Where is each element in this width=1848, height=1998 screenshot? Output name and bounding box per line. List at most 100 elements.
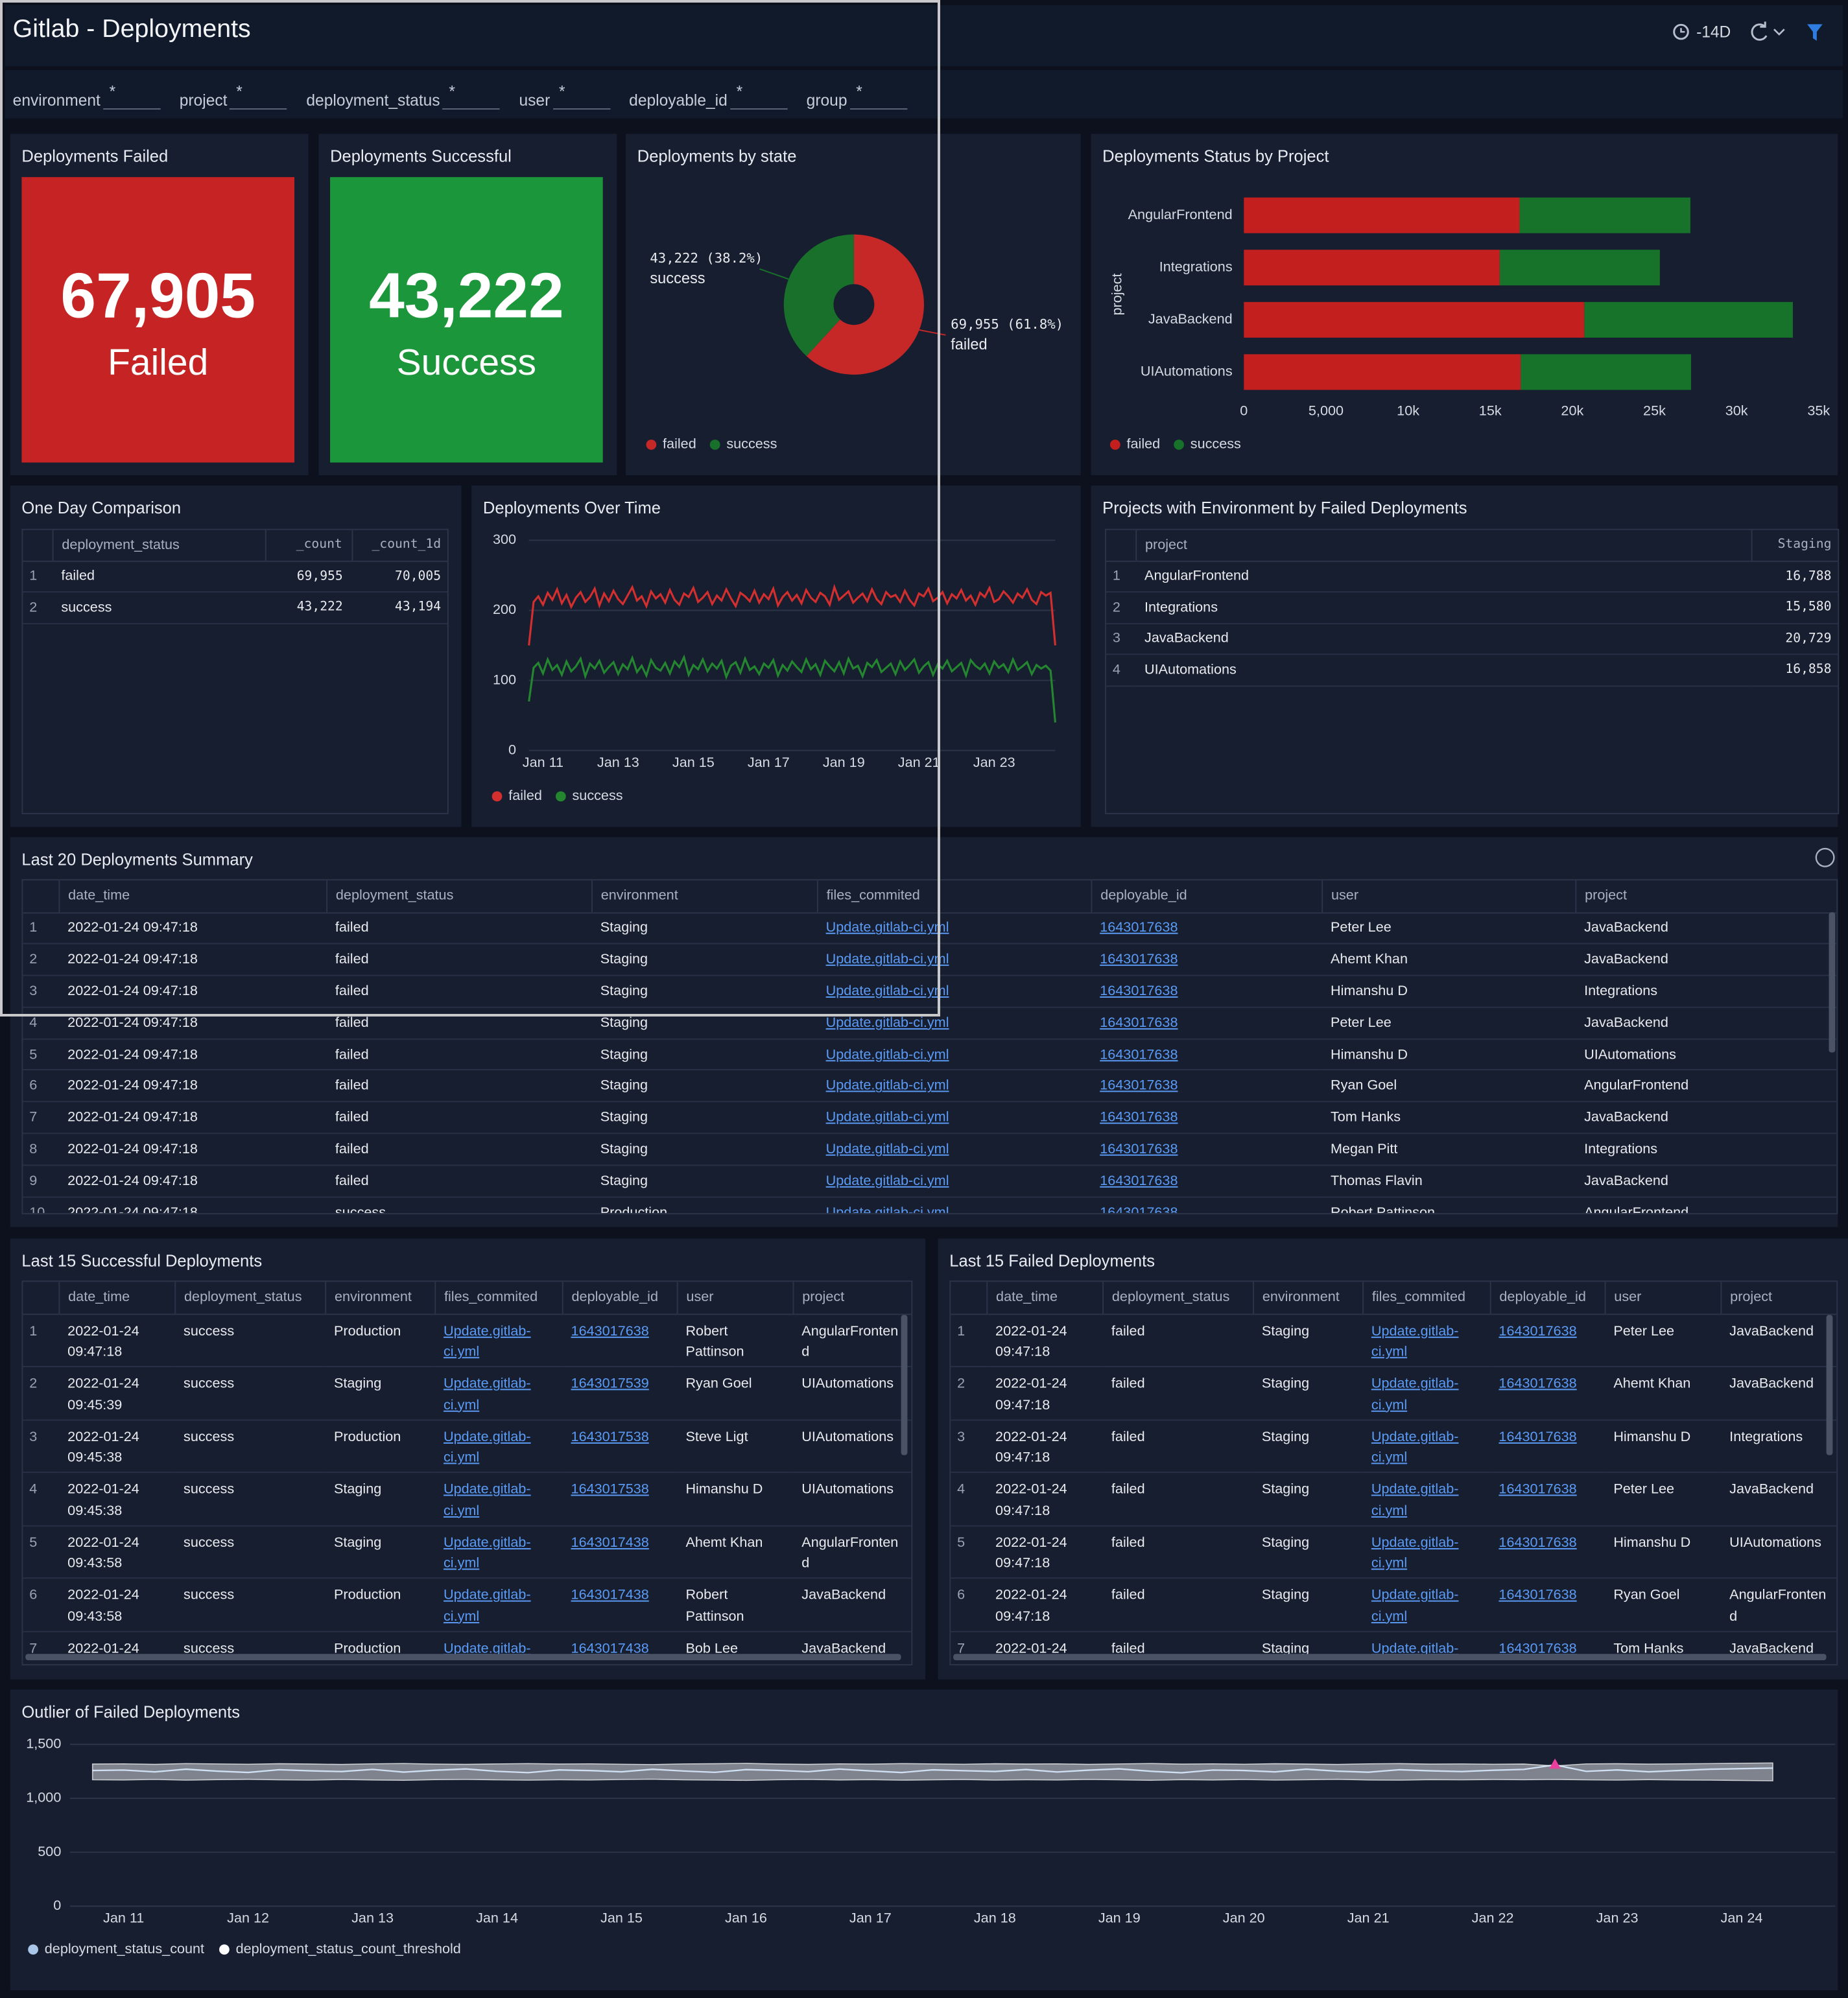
- table-cell[interactable]: Update.gitlab-ci.yml: [1362, 1472, 1490, 1526]
- table-cell[interactable]: 1643017638: [1091, 912, 1322, 945]
- scrollbar[interactable]: [901, 1315, 908, 1455]
- table-row: 2 2022-01-24 09:45:39 success Staging Update…: [23, 1366, 912, 1420]
- table-cell[interactable]: 1643017638: [1489, 1525, 1605, 1579]
- table-cell[interactable]: Update.gitlab-ci.yml: [816, 1165, 1091, 1197]
- table-cell[interactable]: Update.gitlab-ci.yml: [816, 1196, 1091, 1214]
- x-tick-label: Jan 23: [973, 754, 1015, 770]
- table-cell[interactable]: 1643017638: [1489, 1313, 1605, 1367]
- table-cell[interactable]: 1643017638: [1091, 1039, 1322, 1071]
- column-header: project: [792, 1282, 912, 1315]
- clock-icon[interactable]: [1673, 23, 1689, 40]
- table-cell[interactable]: 1643017638: [1091, 944, 1322, 976]
- table-cell: 2022-01-24 09:43:58: [58, 1525, 175, 1579]
- table-cell[interactable]: Update.gitlab-ci.yml: [816, 944, 1091, 976]
- table-cell[interactable]: 1643017638: [562, 1313, 677, 1367]
- column-header: deployment_status: [174, 1282, 326, 1315]
- table-cell[interactable]: 1643017539: [562, 1366, 677, 1420]
- filter[interactable]: project *: [180, 80, 287, 110]
- table-cell: 2022-01-24 09:45:39: [58, 1366, 175, 1420]
- table-cell[interactable]: Update.gitlab-ci.yml: [1362, 1525, 1490, 1579]
- table-cell[interactable]: Update.gitlab-ci.yml: [434, 1578, 562, 1632]
- time-range[interactable]: -14D: [1696, 24, 1731, 41]
- table-cell[interactable]: Update.gitlab-ci.yml: [434, 1366, 562, 1420]
- table-cell: Integrations: [1575, 975, 1837, 1008]
- table-cell[interactable]: Update.gitlab-ci.yml: [816, 975, 1091, 1008]
- table-cell: success: [174, 1366, 326, 1420]
- table-cell: 16,858: [1751, 654, 1838, 687]
- table-cell[interactable]: 1643017638: [1489, 1419, 1605, 1474]
- table-cell[interactable]: Update.gitlab-ci.yml: [1362, 1313, 1490, 1367]
- table-cell[interactable]: 1643017638: [1091, 1196, 1322, 1214]
- table-cell: Staging: [591, 975, 817, 1008]
- table-cell[interactable]: Update.gitlab-ci.yml: [434, 1525, 562, 1579]
- table-cell[interactable]: Update.gitlab-ci.yml: [816, 1133, 1091, 1166]
- data-table: project Staging 1 AngularFrontend 16,788 2 Int…: [1106, 530, 1838, 687]
- table-cell[interactable]: 1643017438: [562, 1525, 677, 1579]
- scrollbar[interactable]: [1826, 1315, 1833, 1455]
- row-number-header: [951, 1282, 987, 1315]
- table-cell: Ahemt Khan: [1321, 944, 1576, 976]
- table-cell[interactable]: 1643017638: [1091, 1007, 1322, 1040]
- table-cell[interactable]: Update.gitlab-ci.yml: [434, 1313, 562, 1367]
- kpi-label: Failed: [108, 342, 209, 384]
- scrollbar[interactable]: [25, 1654, 901, 1661]
- table-cell: Integrations: [1575, 1133, 1837, 1166]
- table-cell[interactable]: 1643017638: [1091, 975, 1322, 1008]
- scrollbar[interactable]: [953, 1654, 1827, 1661]
- table-cell[interactable]: Update.gitlab-ci.yml: [434, 1472, 562, 1526]
- table-cell[interactable]: 1643017638: [1091, 1101, 1322, 1134]
- table-cell[interactable]: Update.gitlab-ci.yml: [816, 1070, 1091, 1103]
- table-cell[interactable]: 1643017638: [1091, 1133, 1322, 1166]
- scrollbar[interactable]: [1829, 912, 1836, 1053]
- table-cell[interactable]: Update.gitlab-ci.yml: [816, 1039, 1091, 1071]
- refresh-icon[interactable]: [1751, 21, 1768, 41]
- panel: Outlier of Failed Deployments 0 500 1,000 1,…: [10, 1689, 1838, 1991]
- x-tick-label: Jan 12: [227, 1910, 269, 1926]
- table-cell[interactable]: 1643017638: [1489, 1472, 1605, 1526]
- table-cell: Robert Pattinson: [1321, 1196, 1576, 1214]
- column-header: project: [1135, 530, 1751, 561]
- filter[interactable]: environment *: [13, 80, 161, 110]
- table-cell[interactable]: Update.gitlab-ci.yml: [816, 1101, 1091, 1134]
- panel-title: Deployments Successful: [330, 147, 512, 166]
- x-tick-label: 15k: [1479, 403, 1502, 419]
- table-cell: JavaBackend: [1720, 1472, 1837, 1526]
- panel: Last 15 Failed Deployments date_time deplo…: [938, 1238, 1848, 1680]
- filter-icon[interactable]: [1807, 24, 1823, 41]
- table-cell[interactable]: Update.gitlab-ci.yml: [1362, 1578, 1490, 1632]
- filter[interactable]: user *: [519, 80, 610, 110]
- table-cell[interactable]: Update.gitlab-ci.yml: [1362, 1419, 1490, 1474]
- data-label: 69,955 (61.8%): [951, 316, 1063, 332]
- filter[interactable]: group *: [807, 80, 907, 110]
- table-row: 1 2022-01-24 09:47:18 success Production Upd…: [23, 1313, 912, 1367]
- table-row: 10 2022-01-24 09:47:18 success Production Up…: [23, 1196, 1837, 1214]
- table-cell[interactable]: Update.gitlab-ci.yml: [816, 1007, 1091, 1040]
- table-cell[interactable]: 1643017638: [1489, 1366, 1605, 1420]
- table-cell: Staging: [591, 1007, 817, 1040]
- table-cell[interactable]: Update.gitlab-ci.yml: [1362, 1366, 1490, 1420]
- row-number: 3: [951, 1419, 987, 1474]
- table-cell[interactable]: 1643017638: [1091, 1165, 1322, 1197]
- table-cell[interactable]: 1643017438: [562, 1578, 677, 1632]
- leader-line: [759, 268, 789, 280]
- table: date_time deployment_status environment fil…: [21, 879, 1838, 1215]
- filter-label: deployable_id: [629, 91, 728, 110]
- filter[interactable]: deployment_status *: [306, 80, 500, 110]
- row-number: 1: [1106, 560, 1136, 593]
- table-cell[interactable]: 1643017538: [562, 1472, 677, 1526]
- table-cell: Staging: [591, 944, 817, 976]
- refresh-menu[interactable]: [1773, 29, 1785, 36]
- table-cell[interactable]: 1643017638: [1091, 1070, 1322, 1103]
- table-cell[interactable]: 1643017538: [562, 1419, 677, 1474]
- table-cell[interactable]: 1643017638: [1489, 1578, 1605, 1632]
- table-cell[interactable]: Update.gitlab-ci.yml: [434, 1419, 562, 1474]
- table-cell: UIAutomations: [792, 1419, 912, 1474]
- filter[interactable]: deployable_id *: [629, 80, 788, 110]
- chart: [25, 1315, 908, 1661]
- table-cell: 2022-01-24 09:45:38: [58, 1472, 175, 1526]
- table-cell: success: [52, 591, 265, 624]
- panel-title: One Day Comparison: [21, 498, 182, 517]
- table-cell: 2022-01-24 09:47:18: [986, 1525, 1103, 1579]
- column-header: date_time: [58, 880, 327, 913]
- table-cell[interactable]: Update.gitlab-ci.yml: [816, 912, 1091, 945]
